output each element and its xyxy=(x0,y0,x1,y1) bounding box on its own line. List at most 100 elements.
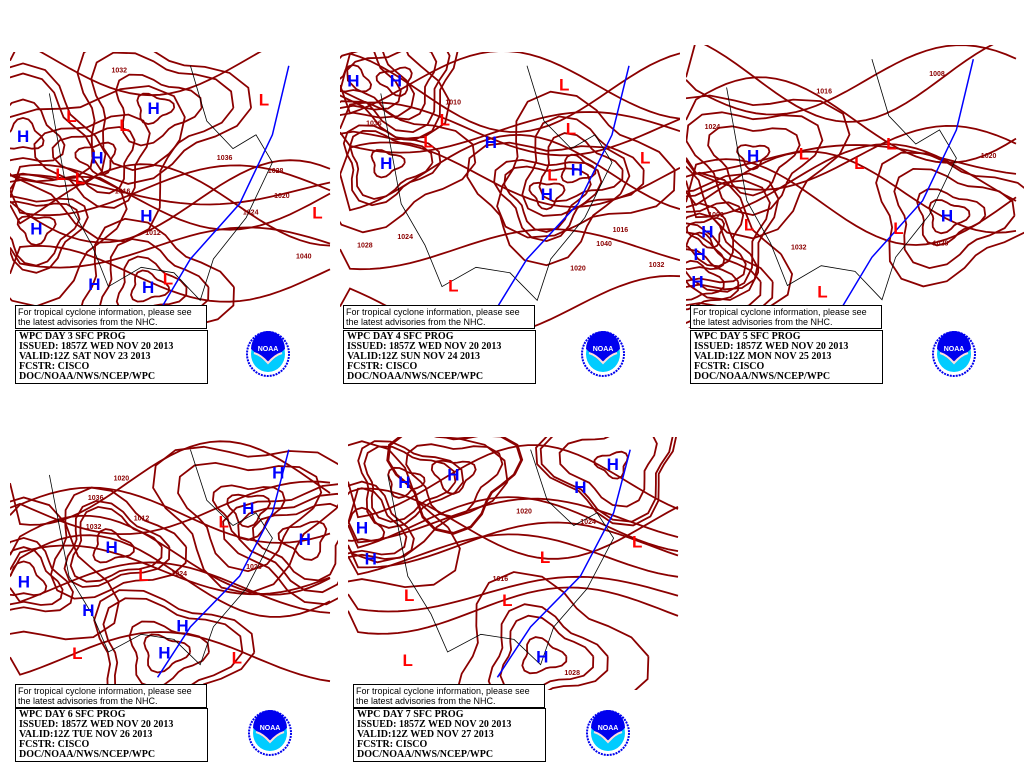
isobar xyxy=(528,181,566,211)
low-pressure-center: L xyxy=(448,276,458,295)
isobar xyxy=(10,159,331,244)
low-pressure-center: L xyxy=(566,120,576,139)
high-pressure-center: H xyxy=(390,72,402,91)
isobar xyxy=(10,163,331,231)
info-org: DOC/NOAA/NWS/NCEP/WPC xyxy=(19,371,156,382)
low-pressure-center: L xyxy=(854,154,864,173)
isobar xyxy=(686,94,851,240)
isobar-label: 1024 xyxy=(580,519,596,526)
note-line: For tropical cyclone information, please… xyxy=(18,686,192,696)
isobar xyxy=(340,52,459,141)
low-pressure-center: L xyxy=(632,533,642,552)
info-org: DOC/NOAA/NWS/NCEP/WPC xyxy=(347,371,484,382)
high-pressure-center: H xyxy=(299,530,311,549)
isobar xyxy=(686,231,726,271)
low-pressure-center: L xyxy=(540,548,550,567)
high-pressure-center: H xyxy=(485,133,497,152)
isobar-label: 1016 xyxy=(115,188,131,195)
high-pressure-center: H xyxy=(447,466,459,485)
cold-front xyxy=(837,58,975,315)
isobar xyxy=(33,113,151,209)
tropical-cyclone-note: For tropical cyclone information, please… xyxy=(15,305,207,329)
isobar xyxy=(558,437,658,508)
isobar xyxy=(143,633,192,674)
isobar xyxy=(277,520,328,561)
isobar xyxy=(10,561,331,614)
isobar-label: 1024 xyxy=(397,234,413,241)
low-pressure-center: L xyxy=(817,282,827,301)
info-issued: ISSUED: 1857Z WED NOV 20 2013 xyxy=(694,341,849,352)
isobar xyxy=(487,603,609,690)
isobar-label: 1036 xyxy=(217,155,233,162)
isobar xyxy=(686,45,994,123)
info-fcstr: FCSTR: CISCO xyxy=(19,739,90,750)
isobar xyxy=(63,499,171,588)
isobar-label: 1020 xyxy=(516,509,532,516)
isobar-label: 1016 xyxy=(493,576,509,583)
isobar xyxy=(348,480,415,560)
low-pressure-center: L xyxy=(893,219,903,238)
note-line: For tropical cyclone information, please… xyxy=(18,307,192,317)
isobar xyxy=(10,85,186,243)
isobar xyxy=(340,133,680,212)
low-pressure-center: L xyxy=(886,134,896,153)
info-issued: ISSUED: 1857Z WED NOV 20 2013 xyxy=(357,719,512,730)
isobar-label: 1010 xyxy=(445,99,461,106)
isobar xyxy=(222,483,338,606)
isobar xyxy=(346,52,438,121)
info-issued: ISSUED: 1857Z WED NOV 20 2013 xyxy=(19,341,174,352)
isobar xyxy=(340,101,680,157)
logo-text: NOAA xyxy=(260,725,281,732)
noaa-logo-icon: NOAA xyxy=(246,331,290,377)
low-pressure-center: L xyxy=(404,586,414,605)
note-line: For tropical cyclone information, please… xyxy=(356,686,530,696)
isobar-label: 1036 xyxy=(366,121,382,128)
info-title: WPC DAY 6 SFC PROG xyxy=(19,709,126,720)
prog-info-box: WPC DAY 6 SFC PROG ISSUED: 1857Z WED NOV … xyxy=(15,708,208,762)
info-fcstr: FCSTR: CISCO xyxy=(347,361,418,372)
isobar xyxy=(92,528,135,564)
isobar xyxy=(521,115,645,217)
info-title: WPC DAY 3 SFC PROG xyxy=(19,331,126,342)
isobar-label: 1020 xyxy=(981,153,997,160)
low-pressure-center: L xyxy=(72,644,82,663)
low-pressure-center: L xyxy=(163,269,173,288)
high-pressure-center: H xyxy=(536,647,548,666)
isobar xyxy=(686,248,740,311)
isobar-label: 1008 xyxy=(929,71,945,78)
isobar xyxy=(686,124,1017,191)
isobar xyxy=(503,165,592,233)
note-line: For tropical cyclone information, please… xyxy=(346,307,520,317)
coastline xyxy=(387,449,615,666)
isobar xyxy=(115,255,188,315)
isobar-label: 1024 xyxy=(243,209,259,216)
isobar xyxy=(10,534,331,618)
info-issued: ISSUED: 1857Z WED NOV 20 2013 xyxy=(19,719,174,730)
info-valid: VALID:12Z TUE NOV 26 2013 xyxy=(19,729,153,740)
isobar xyxy=(686,172,780,301)
isobar xyxy=(10,52,262,97)
isobar xyxy=(10,200,81,267)
noaa-logo-icon: NOAA xyxy=(932,331,976,377)
tropical-cyclone-note: For tropical cyclone information, please… xyxy=(690,305,882,329)
high-pressure-center: H xyxy=(941,207,953,226)
high-pressure-center: H xyxy=(365,550,377,569)
isobar-label: 1024 xyxy=(705,124,721,131)
info-valid: VALID:12Z WED NOV 27 2013 xyxy=(357,729,494,740)
isobar-label: 1020 xyxy=(114,476,130,483)
note-line: the latest advisories from the NHC. xyxy=(693,317,833,327)
low-pressure-center: L xyxy=(66,107,76,126)
isobar xyxy=(893,167,1016,270)
isobar xyxy=(499,614,595,690)
isobar xyxy=(76,52,252,185)
cold-front xyxy=(156,65,290,315)
logo-text: NOAA xyxy=(944,346,965,353)
isobar-label: 1032 xyxy=(86,524,102,531)
isobar-label: 1040 xyxy=(596,241,612,248)
isobar xyxy=(686,143,1017,219)
high-pressure-center: H xyxy=(242,499,254,518)
isobar xyxy=(136,92,176,126)
low-pressure-center: L xyxy=(440,111,450,130)
